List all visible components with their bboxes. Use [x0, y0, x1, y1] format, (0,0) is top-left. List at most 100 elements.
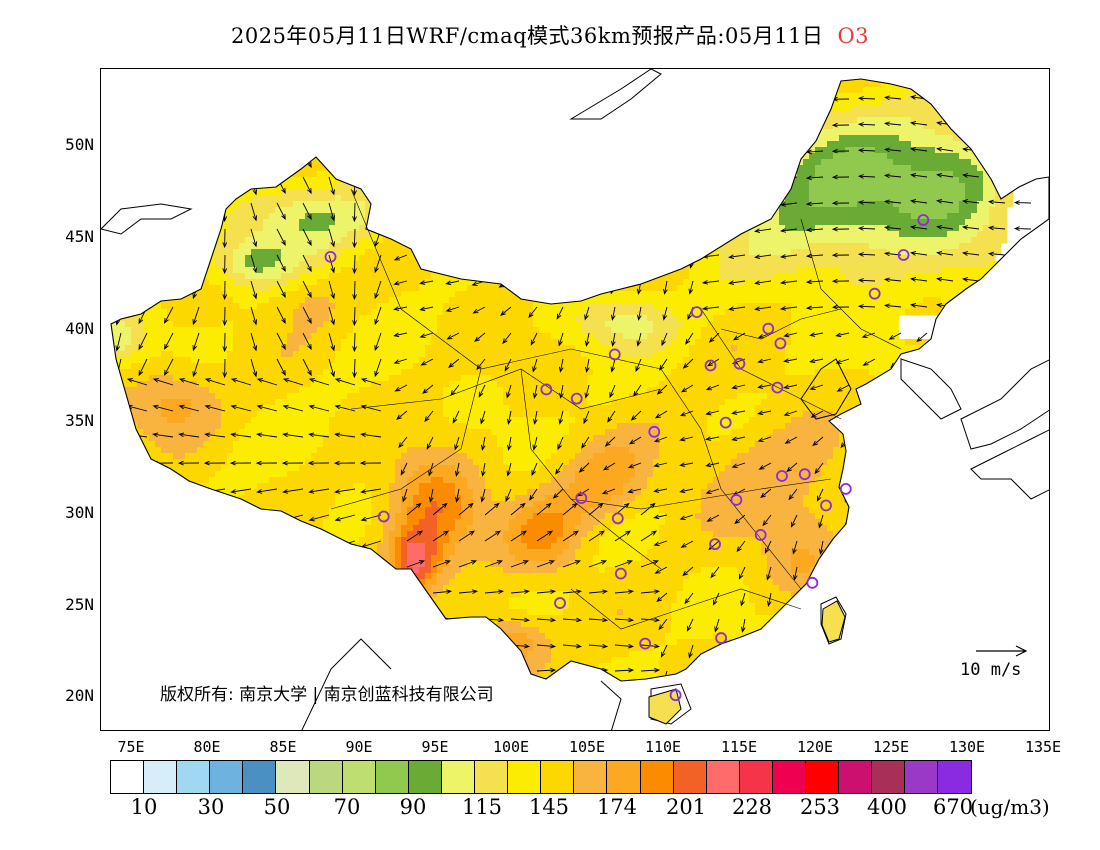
field-cell	[719, 249, 750, 256]
field-cell	[227, 459, 306, 466]
legend-swatch	[541, 761, 575, 793]
field-cell	[431, 585, 444, 592]
field-cell	[533, 303, 588, 310]
field-cell	[437, 591, 522, 598]
wind-arrow	[393, 332, 408, 338]
wind-arrow	[480, 488, 486, 503]
wind-arrow	[374, 280, 382, 300]
wind-arrow	[805, 279, 824, 285]
field-cell	[401, 537, 438, 544]
field-cell	[221, 417, 252, 424]
field-cell	[779, 201, 810, 208]
field-cell	[701, 567, 738, 574]
legend-swatch	[111, 761, 145, 793]
field-cell	[401, 555, 408, 562]
wind-arrow	[883, 95, 902, 101]
field-cell	[635, 471, 654, 478]
field-cell	[111, 369, 324, 376]
wind-arrow	[630, 410, 642, 421]
wind-arrow	[779, 228, 798, 233]
field-cell	[341, 345, 426, 352]
field-cell	[797, 171, 816, 178]
field-cell	[111, 381, 138, 388]
field-cell	[599, 501, 624, 508]
wind-arrow	[728, 254, 746, 260]
field-cell	[719, 405, 756, 412]
wind-arrow	[530, 332, 538, 346]
field-cell	[111, 375, 150, 382]
field-cell	[785, 357, 936, 364]
wind-arrow	[419, 280, 434, 285]
city-marker	[868, 287, 881, 300]
field-cell	[359, 537, 384, 544]
wind-arrow	[857, 122, 876, 127]
field-cell	[161, 447, 198, 454]
wind-arrow	[256, 378, 278, 386]
wind-arrow	[607, 410, 616, 423]
wind-arrow	[115, 332, 122, 352]
field-cell	[791, 561, 816, 568]
legend-swatch	[739, 761, 773, 793]
coastline	[820, 596, 847, 645]
legend-swatch	[673, 761, 707, 793]
field-cell	[599, 663, 660, 670]
field-cell	[251, 249, 282, 256]
field-cell	[959, 207, 978, 214]
field-cell	[791, 339, 906, 346]
field-cell	[371, 513, 390, 520]
field-cell	[695, 339, 792, 346]
field-cell	[149, 375, 174, 382]
legend-label: 253	[799, 795, 841, 819]
field-cell	[395, 465, 420, 472]
field-cell	[659, 429, 708, 436]
field-cell	[111, 321, 126, 328]
wind-arrow	[500, 306, 512, 316]
wind-arrow	[276, 202, 286, 221]
wind-arrow	[222, 332, 228, 353]
field-cell	[329, 423, 468, 430]
field-cell	[251, 195, 336, 202]
wind-arrow	[685, 332, 694, 345]
wind-arrow	[152, 432, 174, 438]
field-cell	[575, 531, 588, 538]
wind-arrow	[705, 384, 720, 391]
field-cell	[587, 531, 606, 538]
lon-label-125e: 125E	[872, 738, 910, 756]
wind-arrow	[706, 358, 720, 367]
map-panel	[100, 68, 1050, 731]
wind-arrow	[662, 306, 668, 321]
field-cell	[455, 483, 468, 490]
field-cell	[281, 255, 306, 262]
field-cell	[389, 495, 402, 502]
field-cell	[245, 489, 342, 496]
city-marker	[570, 392, 583, 405]
wind-arrow	[583, 410, 590, 425]
lon-label-110e: 110E	[644, 738, 682, 756]
field-cell	[839, 267, 942, 274]
field-cell	[191, 411, 222, 418]
field-cell	[341, 267, 438, 274]
wind-arrow	[557, 436, 564, 451]
wind-arrow	[883, 225, 902, 231]
field-cell	[299, 387, 360, 394]
wind-arrow	[256, 488, 278, 494]
wind-arrow	[814, 462, 824, 475]
field-cell	[647, 483, 708, 490]
city-marker	[897, 249, 910, 261]
field-cell	[563, 513, 582, 520]
field-cell	[323, 441, 498, 448]
field-cell	[983, 195, 996, 202]
field-cell	[233, 345, 282, 352]
wind-arrow	[809, 384, 824, 390]
field-cell	[611, 495, 636, 502]
wind-arrow	[660, 644, 668, 658]
field-cell	[263, 405, 342, 412]
field-cell	[659, 381, 876, 388]
wind-arrow	[614, 667, 635, 673]
city-marker	[733, 357, 746, 370]
field-cell	[551, 453, 576, 460]
field-cell	[539, 465, 564, 472]
wind-arrow	[640, 667, 661, 673]
field-cell	[365, 483, 390, 490]
field-cell	[215, 249, 234, 256]
